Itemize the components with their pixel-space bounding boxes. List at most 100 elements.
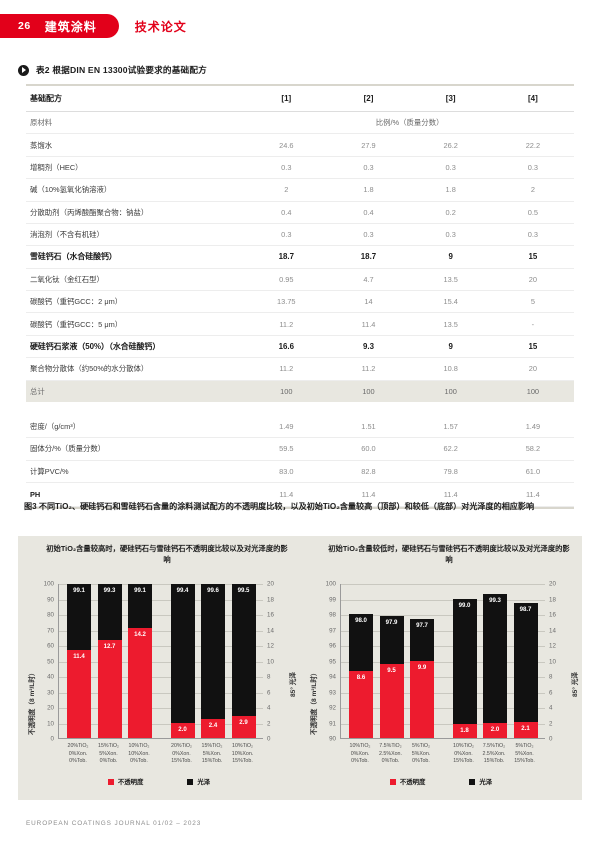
x-axis-tick-line: 5%Xon. (99, 750, 118, 757)
y-axis-tick-right: 14 (549, 627, 556, 634)
row-label: 聚合物分散体（约50%的水分散体） (26, 357, 246, 381)
property-value-1: 59.5 (245, 437, 328, 461)
bar-opacity-value: 99.1 (73, 587, 85, 595)
row-label: 雪硅钙石（水合硅酸钙） (26, 245, 246, 269)
row-value-2: 0.3 (327, 223, 410, 247)
x-axis-tick-label: 10%TiO₂ 10%Xon. 0%Tob. (119, 743, 159, 766)
chart-gridline (341, 584, 545, 585)
legend-item[interactable]: 光泽 (187, 777, 210, 786)
legend-label: 不透明度 (399, 779, 426, 786)
chart-gridline (341, 646, 545, 647)
y-axis-title-right: 85° 光泽 (572, 672, 579, 697)
row-label: 碳酸钙（重钙GCC：2 μm） (26, 290, 246, 314)
x-axis-tick-line: 10%Xon. (128, 750, 150, 757)
table-total-row: 总计 100 100 100 100 (26, 380, 574, 402)
row-value-4: 22.2 (491, 133, 574, 157)
row-value-2: 11.4 (327, 312, 410, 336)
chart-plot-area: 98.0 8.6 97.9 9.5 97.7 9.9 99.0 1.8 99.3 2.0 98.7 2… (340, 584, 545, 739)
chart-gridline (59, 723, 263, 725)
property-value-1: 1.49 (245, 415, 328, 439)
bar-gloss-value: 1.8 (460, 727, 469, 735)
row-value-2: 0.3 (327, 156, 410, 180)
row-value-1: 11.2 (245, 312, 328, 336)
legend-swatch-icon (469, 778, 476, 785)
raw-material-label: 原材料 (26, 111, 246, 135)
y-axis-tick-left: 70 (47, 627, 54, 634)
y-axis-tick-right: 16 (549, 611, 556, 619)
row-value-1: 2 (245, 178, 328, 202)
total-value-1: 100 (245, 380, 328, 402)
x-axis-tick-label: 20%TiO₂ 0%Xon. 15%Tob. (162, 743, 202, 766)
x-axis-tick-line: 10%TiO₂ (453, 743, 474, 749)
bar-opacity-value: 99.1 (134, 587, 146, 595)
bar-opacity-value: 99.5 (237, 586, 250, 594)
bar-gloss-segment (483, 722, 507, 738)
bar-opacity-value: 97.7 (416, 621, 428, 629)
row-value-1: 0.4 (245, 201, 328, 224)
ph-value-2: 11.4 (327, 482, 410, 507)
x-axis-tick-label: 5%TiO₂ 5%Xon. 0%Tob. (401, 743, 441, 766)
y-axis-tick-left: 30 (47, 689, 54, 696)
x-axis-tick-line: 10%TiO₂ (349, 743, 371, 749)
column-header-4: [4] (491, 84, 574, 112)
row-value-3: 0.2 (409, 201, 492, 224)
y-axis-tick-left: 100 (325, 580, 336, 588)
chart-gridline (59, 692, 263, 694)
row-value-4: 0.3 (491, 156, 574, 180)
x-axis-tick-line: 15%TiO₂ (201, 743, 223, 749)
property-value-3: 62.2 (409, 437, 492, 461)
y-axis-tick-right: 2 (549, 720, 553, 727)
bar-opacity-segment (201, 583, 225, 738)
table-caption: 表2 根据DIN EN 13300试验要求的基础配方 (18, 64, 207, 76)
legend-item[interactable]: 不透明度 (389, 777, 426, 786)
bar-gloss-segment (410, 661, 434, 738)
total-label: 总计 (26, 380, 246, 402)
bar-gloss-value: 2.9 (239, 718, 248, 726)
chart-gridline (59, 615, 263, 616)
row-value-3: 15.4 (409, 290, 492, 314)
ph-value-4: 11.4 (491, 482, 574, 507)
x-axis-tick-line: 0%Tob. (381, 758, 400, 765)
x-axis-tick-line: 10%Xon. (231, 750, 254, 757)
row-value-3: 26.2 (409, 133, 492, 157)
property-value-4: 61.0 (491, 460, 574, 484)
table-row: 分散助剂（丙烯酸酯聚合物：钠盐） 0.4 0.4 0.2 0.5 (26, 201, 574, 224)
page-header: 26 建筑涂料 技术论文 (0, 14, 187, 38)
document-type: 技术论文 (134, 19, 187, 34)
legend-item[interactable]: 不透明度 (107, 777, 143, 786)
y-axis-tick-right: 10 (549, 658, 556, 665)
x-axis-tick-line: 20%TiO₂ (171, 743, 192, 749)
legend-item[interactable]: 光泽 (469, 777, 492, 786)
y-axis-title-left: 不透明度（8 m²/L时） (29, 669, 36, 735)
row-label: 碱（10%氢氧化钠溶液） (26, 178, 246, 202)
property-value-4: 1.49 (491, 415, 574, 439)
bar-gloss-value: 9.9 (417, 664, 427, 672)
row-label: 分散助剂（丙烯酸酯聚合物：钠盐） (26, 201, 246, 224)
y-axis-tick-right: 20 (549, 580, 556, 588)
y-axis-tick-left: 95 (329, 658, 336, 665)
row-value-1: 0.95 (245, 268, 328, 292)
y-axis-tick-left: 80 (47, 611, 54, 619)
row-value-1: 24.6 (245, 133, 328, 157)
bar-gloss-segment (452, 724, 477, 738)
property-value-2: 1.51 (327, 415, 410, 439)
play-bullet-icon (18, 64, 29, 76)
ph-label: PH (26, 482, 246, 507)
table-bottom-rule (26, 507, 574, 509)
x-axis-tick-line: 20%TiO₂ (67, 743, 89, 749)
property-value-3: 1.57 (409, 415, 492, 439)
gap-cell (491, 401, 574, 416)
row-value-1: 11.2 (245, 357, 328, 381)
x-axis-tick-line: 0%Tob. (412, 758, 430, 765)
ph-value-1: 11.4 (245, 482, 328, 507)
property-label: 密度/（g/cm³） (26, 415, 246, 439)
row-value-1: 0.3 (245, 156, 328, 180)
chart-gridline (341, 692, 545, 694)
chart-gridline (59, 661, 263, 663)
bar-opacity-value: 98.0 (355, 617, 367, 624)
row-value-1: 0.3 (245, 223, 328, 247)
legend-swatch-icon (107, 778, 114, 785)
x-axis-tick-line: 2.5%Xon. (379, 750, 402, 757)
gap-cell (409, 401, 492, 416)
x-axis-tick-line: 5%Xon. (202, 750, 222, 757)
